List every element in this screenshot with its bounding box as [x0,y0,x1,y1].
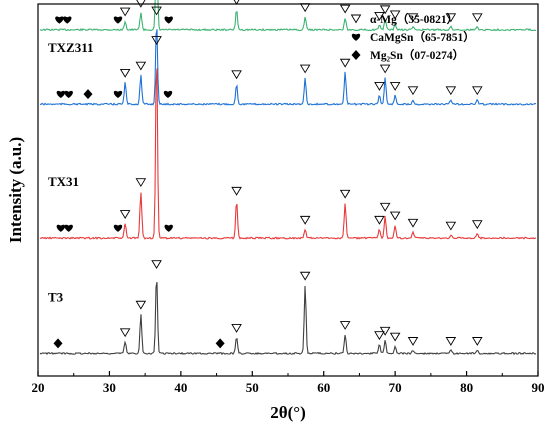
alpha-mg-marker [374,82,385,91]
alpha-mg-marker [299,215,311,225]
x-tick-label: 80 [460,380,473,395]
legend-heart-icon [351,33,361,41]
alpha-mg-marker [471,86,483,96]
alpha-mg-marker [379,326,391,336]
alpha-mg-marker [231,186,242,196]
alpha-mg-marker [389,82,401,91]
alpha-mg-marker [119,68,131,78]
alpha-mg-marker [119,210,131,219]
sample-label-txz311: TXZ311 [48,40,94,55]
x-tick-label: 30 [103,380,116,395]
alpha-mg-marker [471,220,483,230]
x-tick-label: 50 [246,380,259,395]
legend-entry-label: CaMgSn（65-7851） [370,30,475,44]
legend-entry-label: Mg₂Sn（07-0274） [370,48,464,62]
diffraction-traces [39,0,537,356]
alpha-mg-marker [119,328,131,338]
alpha-mg-marker [389,10,401,20]
alpha-mg-marker [135,178,147,188]
camgsn-marker [164,224,173,232]
sample-label-t3: T3 [48,289,64,304]
alpha-mg-marker [374,215,385,225]
legend-triangle-icon [350,14,362,24]
x-tick-label: 70 [389,380,402,395]
x-axis-ticks: 20 30 40 50 60 70 80 90 [32,371,545,395]
camgsn-marker [164,16,173,24]
alpha-mg-marker [445,86,457,96]
camgsn-marker [113,16,123,24]
alpha-mg-marker [233,0,240,5]
alpha-mg-marker [151,6,162,16]
trace-t3 [39,281,537,356]
alpha-mg-marker [299,271,311,281]
camgsn-marker [113,90,123,99]
alpha-mg-marker [407,86,419,96]
alpha-mg-marker [135,300,147,310]
mg2sn-marker [83,89,93,100]
camgsn-marker [163,90,173,99]
alpha-mg-marker [339,4,351,14]
alpha-mg-marker [299,3,311,13]
alpha-mg-marker [231,324,242,333]
alpha-mg-marker [407,13,419,23]
alpha-mg-marker [136,0,146,8]
x-tick-label: 40 [174,380,187,395]
alpha-mg-marker [119,7,131,17]
camgsn-marker [55,16,64,24]
trace-txk311 [39,0,537,32]
alpha-mg-marker [135,61,147,71]
alpha-mg-marker [471,337,483,346]
x-tick-label: 20 [32,380,45,395]
alpha-mg-marker [471,13,483,23]
camgsn-marker [113,224,123,232]
alpha-mg-marker [299,64,311,74]
y-axis-title: Intensity (a.u.) [6,137,25,243]
alpha-mg-marker [445,337,457,346]
alpha-mg-marker [379,202,391,212]
alpha-mg-marker [374,11,385,21]
x-tick-label: 60 [317,380,330,395]
legend-diamond-icon [351,50,361,60]
alpha-mg-marker [339,58,351,68]
sample-labels: TXK311TXZ311TX31T3 [48,40,94,304]
camgsn-marker [56,224,66,232]
alpha-mg-marker [231,70,242,80]
trace-txz311 [39,29,537,106]
legend-entry-label: α-Mg（35-0821） [370,12,458,26]
alpha-mg-marker [379,5,391,15]
alpha-mg-marker [374,331,385,341]
alpha-mg-marker [379,64,391,74]
alpha-mg-marker [389,211,401,221]
camgsn-marker [56,90,66,99]
legend: α-Mg（35-0821） CaMgSn（65-7851） Mg₂Sn（07-027… [350,12,475,62]
alpha-mg-marker [339,321,351,330]
alpha-mg-marker [151,36,162,45]
camgsn-marker [64,90,73,99]
alpha-mg-marker [151,260,162,270]
alpha-mg-marker [407,218,419,228]
mg2sn-marker [215,338,225,349]
camgsn-marker [63,16,72,24]
alpha-mg-marker [445,221,457,231]
x-axis-title: 2θ(°) [270,403,306,422]
alpha-mg-marker [389,332,401,342]
trace-tx31 [39,68,537,240]
phase-markers [53,0,483,349]
alpha-mg-marker [445,13,457,23]
sample-label-tx31: TX31 [48,174,79,189]
alpha-mg-marker [339,189,351,199]
camgsn-marker [64,224,73,232]
x-tick-label: 90 [532,380,545,395]
mg2sn-marker [53,338,63,349]
alpha-mg-marker [407,337,419,346]
